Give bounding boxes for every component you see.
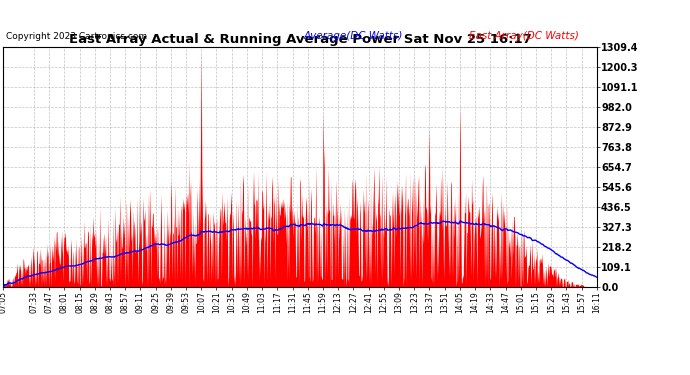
Text: Average(DC Watts): Average(DC Watts) xyxy=(304,32,403,41)
Title: East Array Actual & Running Average Power Sat Nov 25 16:17: East Array Actual & Running Average Powe… xyxy=(69,33,531,46)
Text: East Array(DC Watts): East Array(DC Watts) xyxy=(469,32,579,41)
Text: Copyright 2023 Cartronics.com: Copyright 2023 Cartronics.com xyxy=(6,32,147,41)
